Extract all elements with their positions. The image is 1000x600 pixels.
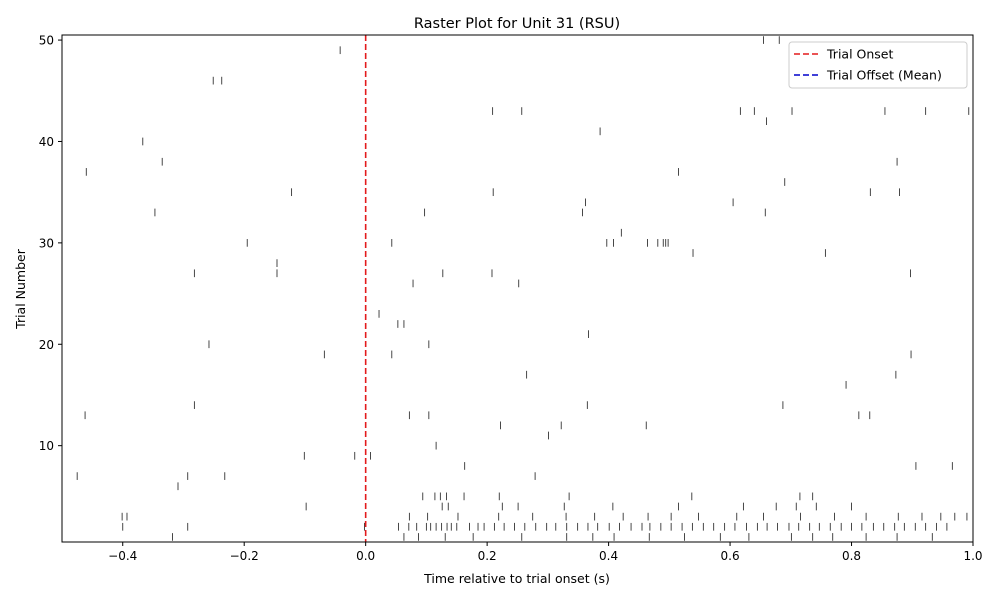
x-tick-label: 1.0 [963,549,982,563]
legend-label: Trial Offset (Mean) [826,68,942,83]
x-tick-label: 0.2 [478,549,497,563]
y-axis-ticks: 10 20 30 40 50 [39,34,62,453]
spike-raster [76,36,970,541]
x-tick-label: 0.6 [721,549,740,563]
x-axis-ticks: −0.4 −0.2 0.0 0.2 0.4 0.6 0.8 1.0 [108,542,983,563]
legend: Trial Onset Trial Offset (Mean) [788,41,968,89]
y-tick-label: 30 [39,236,54,250]
x-tick-label: 0.4 [599,549,618,563]
y-tick-label: 10 [39,439,54,453]
x-axis-label: Time relative to trial onset (s) [423,571,610,586]
chart-title: Raster Plot for Unit 31 (RSU) [414,16,620,32]
x-tick-label: 0.0 [356,549,375,563]
x-tick-label: 0.8 [842,549,861,563]
y-axis-label: Trial Number [13,248,28,330]
y-tick-label: 50 [39,34,54,48]
y-tick-label: 20 [39,338,54,352]
x-tick-label: −0.4 [108,549,137,563]
x-tick-label: −0.2 [230,549,259,563]
legend-label: Trial Onset [826,47,893,62]
y-tick-label: 40 [39,135,54,149]
plot-area-frame [61,34,974,543]
legend-frame [788,41,968,89]
